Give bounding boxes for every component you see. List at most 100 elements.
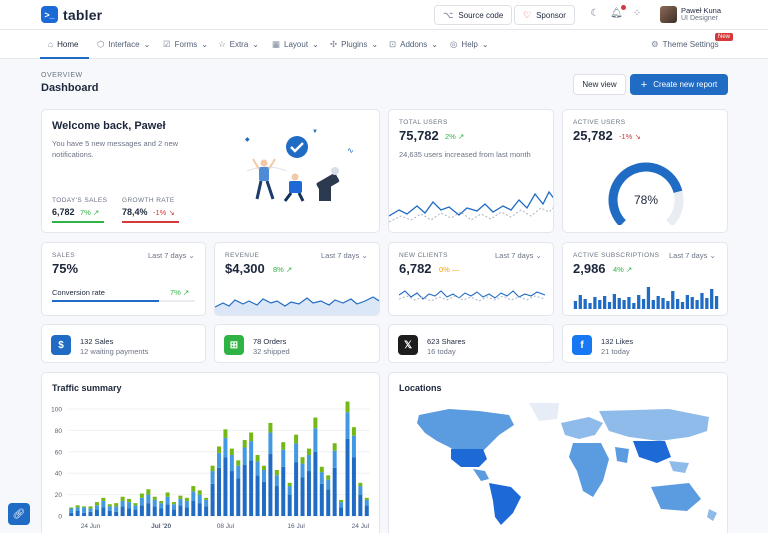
nav-forms[interactable]: ☑ Forms ⌄ <box>163 39 208 50</box>
y-tick-label: 20 <box>55 492 63 499</box>
nav-plugins[interactable]: ✣ Plugins ⌄ <box>330 39 378 50</box>
todays-sales-delta: 7% ↗ <box>80 208 100 217</box>
gift-icon: ⊡ <box>389 39 397 49</box>
nav-layout[interactable]: ▦ Layout ⌄ <box>272 39 319 50</box>
new-clients-sparkline <box>399 290 545 302</box>
total-users-value: 75,782 <box>399 128 439 143</box>
nav-home[interactable]: ⌂ Home <box>48 39 78 49</box>
revenue-period-dropdown[interactable]: Last 7 days ⌄ <box>321 251 368 260</box>
x-tick-label: 24 Jul <box>352 523 370 530</box>
new-clients-period-dropdown[interactable]: Last 7 days ⌄ <box>495 251 542 260</box>
traffic-bar <box>178 498 183 506</box>
traffic-bar <box>101 497 106 502</box>
subscription-bar <box>622 300 626 309</box>
subscription-bar <box>646 287 651 309</box>
new-view-button[interactable]: New view <box>573 74 626 95</box>
sponsor-button[interactable]: ♡ Sponsor <box>514 5 575 25</box>
traffic-bar <box>69 507 74 509</box>
traffic-bar <box>127 498 132 503</box>
traffic-bar <box>88 506 93 509</box>
sales-period-dropdown[interactable]: Last 7 days ⌄ <box>148 251 195 260</box>
traffic-bar <box>114 506 119 512</box>
traffic-bar <box>223 429 228 438</box>
subscription-bar <box>573 301 578 309</box>
chevron-down-icon: ⌄ <box>371 40 379 49</box>
active-subscriptions-label: ACTIVE SUBSCRIPTIONS <box>573 252 660 259</box>
user-name[interactable]: Paweł Kuna <box>681 6 722 15</box>
plus-icon: + <box>640 78 648 91</box>
sales-label: SALES <box>52 252 75 259</box>
x-tick-label: Jul '20 <box>151 523 171 530</box>
welcome-card: Welcome back, Paweł You have 5 new messa… <box>41 109 380 233</box>
traffic-bar <box>249 432 254 442</box>
active-subscriptions-period-dropdown[interactable]: Last 7 days ⌄ <box>669 251 716 260</box>
revenue-area-chart <box>215 296 379 315</box>
traffic-bar <box>313 428 318 452</box>
trending-up-icon: ↗ <box>92 208 100 217</box>
traffic-bar <box>94 505 99 510</box>
traffic-bar <box>133 509 138 516</box>
subscription-bar <box>705 298 709 309</box>
traffic-bar <box>332 467 337 516</box>
github-icon: ⌥ <box>443 9 454 20</box>
chevron-down-icon: ⌄ <box>535 251 542 260</box>
traffic-bar <box>197 490 202 495</box>
svg-text:▼: ▼ <box>312 129 318 135</box>
chevron-down-icon: ⌄ <box>188 251 195 260</box>
brand-name: tabler <box>63 6 103 23</box>
traffic-bar <box>319 483 324 516</box>
traffic-bar <box>268 453 273 516</box>
traffic-bar <box>204 506 209 516</box>
traffic-bar <box>94 509 99 516</box>
traffic-bar <box>242 440 247 448</box>
traffic-bar <box>345 401 350 413</box>
conversion-rate-delta: 7% ↗ <box>170 288 190 297</box>
theme-settings-link[interactable]: ⚙ Theme Settings <box>651 39 719 50</box>
source-code-button[interactable]: ⌥ Source code <box>434 5 513 25</box>
traffic-bar <box>120 496 125 502</box>
locations-card: Locations <box>388 372 728 533</box>
active-users-value: 25,782 <box>573 128 613 143</box>
subscription-bar <box>641 299 646 309</box>
likes-stat-tile: f 132 Likes 21 today <box>562 324 728 363</box>
bell-icon[interactable]: 🔔︎ <box>610 8 623 19</box>
growth-rate-delta: -1% ↘ <box>153 208 175 217</box>
traffic-bar <box>139 493 144 498</box>
traffic-bar <box>351 457 356 516</box>
nav-extra[interactable]: ☆ Extra ⌄ <box>218 39 259 50</box>
traffic-bar <box>229 471 234 516</box>
nav-addons[interactable]: ⊡ Addons ⌄ <box>389 39 438 50</box>
traffic-bar <box>184 497 189 502</box>
nav-help[interactable]: ◎ Help ⌄ <box>450 39 489 50</box>
traffic-bar <box>178 495 183 499</box>
chevron-down-icon: ⌄ <box>431 40 438 49</box>
traffic-bar <box>172 502 177 505</box>
subscription-bar <box>603 296 607 309</box>
subscription-bar <box>671 291 675 309</box>
dark-mode-icon[interactable]: ☾ <box>590 8 600 19</box>
traffic-bar <box>82 507 87 513</box>
nav-interface[interactable]: ⬡ Interface ⌄ <box>97 39 150 50</box>
brand-logo[interactable]: >_ tabler <box>41 6 102 23</box>
world-map[interactable] <box>389 401 728 533</box>
avatar[interactable] <box>660 6 677 23</box>
traffic-bar <box>319 472 324 484</box>
link-icon-button[interactable]: 🔗︎ <box>8 503 30 525</box>
traffic-bar <box>165 504 170 516</box>
sales-stat-sub: 12 waiting payments <box>80 347 149 356</box>
traffic-bar <box>358 482 363 487</box>
create-report-button[interactable]: + Create new report <box>630 74 728 95</box>
traffic-bar <box>364 505 369 516</box>
trending-up-icon: ↗ <box>285 265 293 274</box>
traffic-bar <box>242 464 247 516</box>
traffic-bar <box>82 506 87 508</box>
nav-help-label: Help <box>461 40 478 49</box>
traffic-bar <box>120 501 125 507</box>
traffic-bar <box>281 449 286 467</box>
traffic-bar <box>294 434 299 444</box>
traffic-bar <box>236 465 241 479</box>
revenue-card: REVENUE Last 7 days ⌄ $4,300 8% ↗ <box>214 242 380 316</box>
traffic-bar <box>184 507 189 516</box>
growth-rate-bar <box>122 221 179 223</box>
apps-grid-icon[interactable]: ⁘ <box>632 8 642 19</box>
